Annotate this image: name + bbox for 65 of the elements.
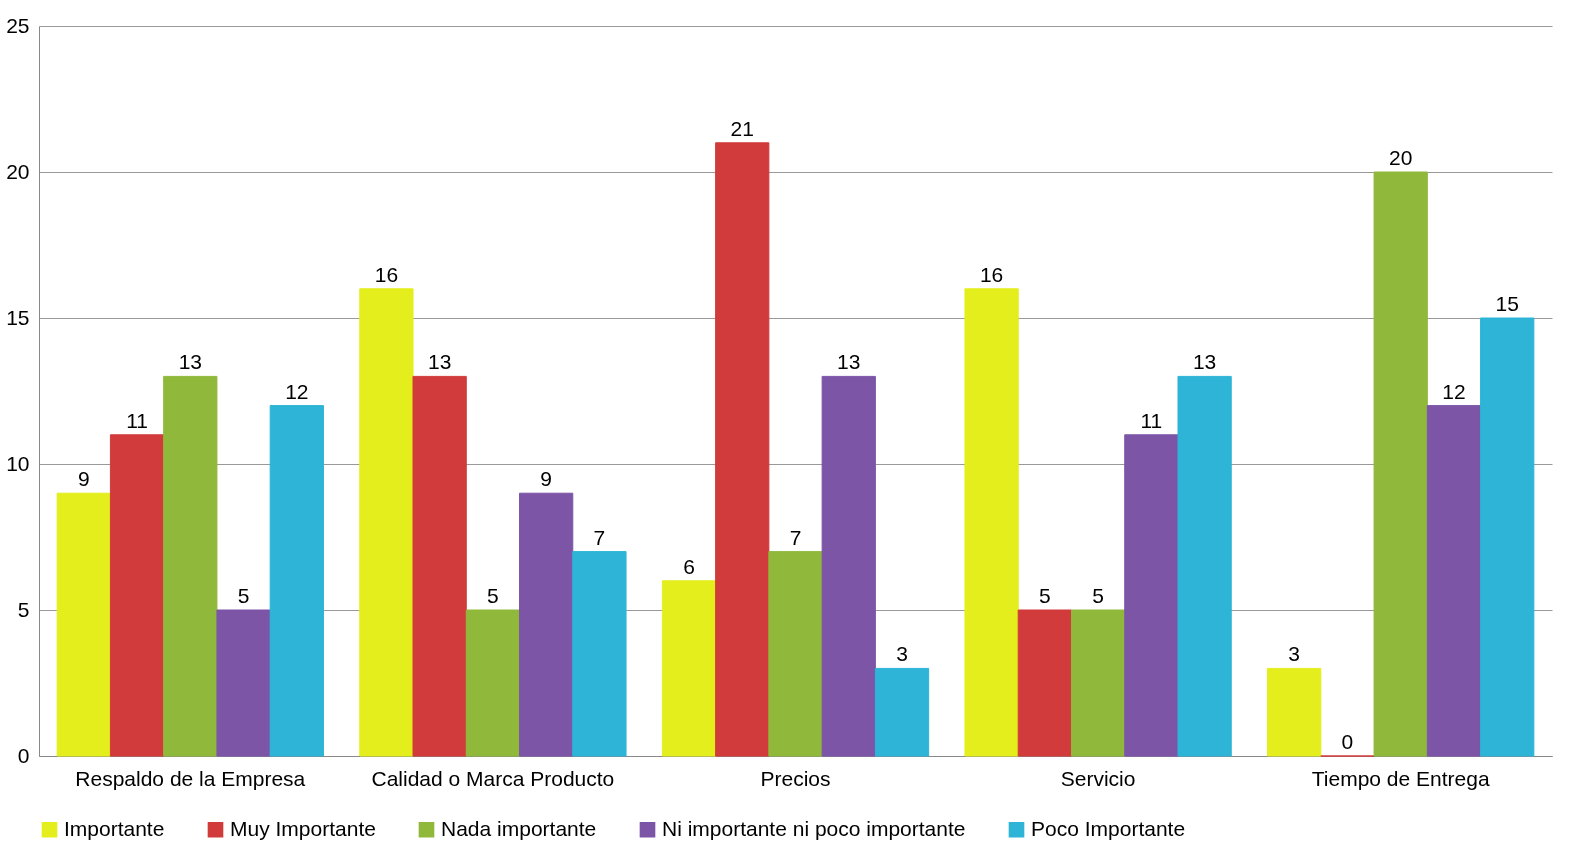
data-label: 6: [683, 554, 695, 578]
x-tick-label: Precios: [760, 766, 831, 790]
legend-label: Ni importante ni poco importante: [662, 816, 966, 840]
legend-label: Muy Importante: [230, 816, 376, 840]
data-label: 15: [1495, 292, 1519, 315]
data-label: 7: [789, 525, 802, 549]
data-label: 11: [1140, 408, 1163, 432]
y-tick-label: 20: [6, 159, 30, 183]
data-label: 0: [1341, 730, 1354, 753]
data-label: 5: [1039, 584, 1051, 607]
data-label: 13: [1192, 350, 1217, 374]
data-label: 5: [487, 584, 499, 607]
x-tick-label: Calidad o Marca Producto: [371, 766, 615, 790]
x-tick-label: Tiempo de Entrega: [1311, 766, 1490, 790]
data-label: 13: [427, 350, 452, 374]
bar: [715, 142, 770, 757]
data-label: 12: [285, 379, 309, 403]
data-label: 5: [1092, 584, 1104, 607]
bar: [109, 434, 165, 757]
bar: [412, 375, 467, 757]
bar: [359, 288, 414, 757]
bar: [964, 288, 1019, 757]
bar: [768, 551, 823, 757]
data-label: 20: [1389, 146, 1413, 169]
y-tick-label: 15: [6, 305, 30, 329]
data-label: 9: [540, 467, 552, 491]
data-label: 21: [730, 116, 754, 140]
data-label: 7: [593, 525, 606, 549]
bar: [163, 375, 218, 757]
y-tick-label: 5: [17, 597, 30, 621]
data-label: 13: [178, 350, 202, 374]
data-label: 13: [837, 350, 861, 374]
bar: [661, 580, 717, 757]
y-tick-label: 10: [6, 451, 30, 475]
bar: [216, 609, 271, 757]
data-label: 11: [126, 408, 148, 432]
data-label: 3: [896, 642, 908, 666]
bar: [1070, 609, 1126, 757]
data-label: 9: [77, 467, 90, 491]
legend-label: Poco Importante: [1031, 816, 1186, 840]
data-label: 3: [1288, 642, 1301, 666]
data-label: 16: [374, 262, 399, 286]
legend-label: Nada importante: [441, 816, 597, 840]
x-tick-label: Servicio: [1060, 766, 1136, 790]
data-label: 16: [979, 262, 1004, 286]
y-tick-label: 25: [6, 13, 30, 37]
bar: [1017, 609, 1072, 757]
bar: [519, 492, 574, 757]
bar: [1267, 667, 1322, 757]
bar: [1373, 171, 1428, 757]
bar: [465, 609, 521, 757]
bar: [1124, 434, 1179, 757]
bar: [874, 667, 930, 757]
legend-label: Importante: [64, 816, 165, 840]
bar: [56, 492, 111, 757]
bar: [821, 375, 876, 757]
bar: [572, 551, 627, 757]
bar: [1426, 405, 1482, 757]
bar: [1177, 375, 1232, 757]
y-tick-label: 0: [17, 743, 30, 767]
data-label: 5: [237, 584, 250, 607]
bar: [1480, 317, 1535, 757]
data-label: 12: [1442, 379, 1466, 403]
x-tick-label: Respaldo de la Empresa: [75, 766, 306, 790]
bar: [269, 405, 324, 757]
